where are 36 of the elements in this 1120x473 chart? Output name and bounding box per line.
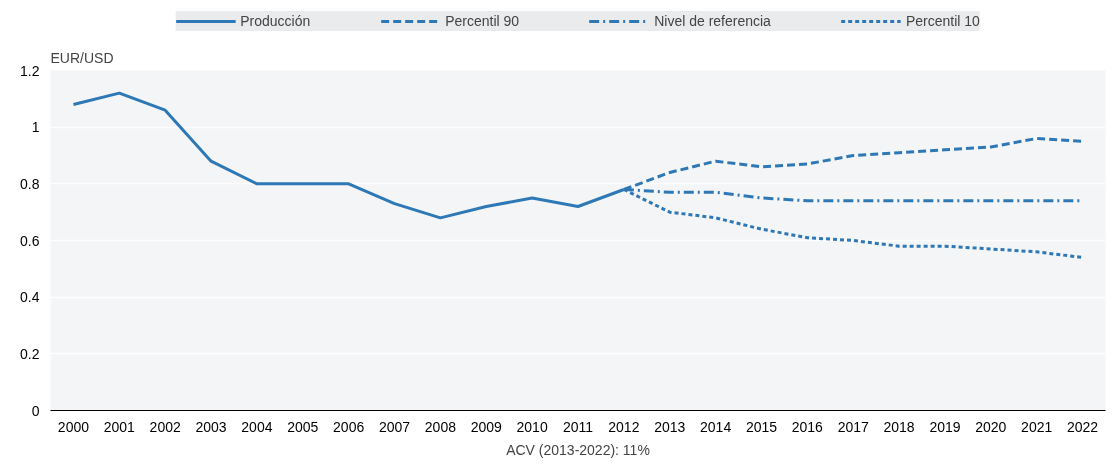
x-tick-label: 2004	[241, 418, 273, 435]
y-axis-title: EUR/USD	[50, 49, 114, 66]
x-tick-label: 2010	[516, 418, 548, 435]
text: ACV (2013-2022): 11%	[506, 441, 650, 458]
x-tick-label: 2003	[195, 418, 227, 435]
y-tick-label: 1	[31, 119, 40, 136]
y-tick-label: 0.8	[20, 175, 40, 192]
x-tick-label: 2014	[700, 418, 732, 435]
x-tick-label: 2017	[837, 418, 869, 435]
legend-label: Percentil 90	[445, 13, 520, 29]
x-tick-label: 2001	[103, 418, 136, 435]
x-tick-label: 2011	[562, 418, 594, 435]
x-tick-label: 2012	[608, 418, 640, 435]
x-tick-label: 2006	[333, 418, 365, 435]
legend-label: Producción	[240, 13, 311, 29]
x-tick-label: 2000	[57, 418, 90, 435]
x-tick-label: 2008	[424, 418, 457, 435]
x-tick-label: 2018	[883, 418, 915, 435]
x-tick-label: 2022	[1066, 418, 1099, 435]
x-tick-label: 2019	[929, 418, 961, 435]
x-tick-label: 2016	[791, 418, 824, 435]
y-tick-label: 0.4	[20, 289, 40, 306]
y-tick-label: 1.2	[20, 62, 40, 79]
x-tick-label: 2002	[149, 418, 181, 435]
legend-label: Percentil 10	[905, 13, 980, 29]
x-tick-label: 2015	[745, 418, 778, 435]
x-tick-label: 2021	[1021, 418, 1053, 435]
x-tick-label: 2013	[654, 418, 686, 435]
y-tick-label: 0	[31, 402, 40, 419]
x-tick-label: 2020	[975, 418, 1007, 435]
y-tick-label: 0.2	[20, 345, 40, 362]
y-tick-label: 0.6	[20, 232, 40, 249]
x-tick-label: 2007	[378, 418, 411, 435]
x-tick-label: 2005	[287, 418, 319, 435]
legend-label: Nivel de referencia	[654, 13, 771, 29]
x-tick-label: 2009	[470, 418, 503, 435]
